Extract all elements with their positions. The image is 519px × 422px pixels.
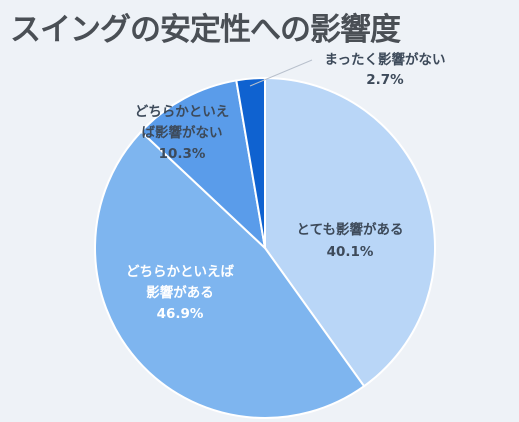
leader-line: [249, 59, 313, 87]
slice-value-label: 40.1%: [327, 244, 374, 260]
slice-category-label: 影響がある: [146, 284, 214, 301]
slice-category-label: どちらかといえ: [135, 104, 230, 120]
chart-title: スイングの安定性への影響度: [10, 12, 401, 48]
slice-category-label: ば影響がない: [142, 124, 223, 141]
slice-value-label: 2.7%: [366, 72, 404, 88]
slice-value-label: 10.3%: [159, 146, 206, 162]
slice-not-at-all: [235, 76, 266, 249]
slice-category-label: まったく影響がない: [325, 51, 446, 68]
slice-category-label: とても影響がある: [297, 221, 404, 238]
slice-category-label: どちらかといえば: [126, 264, 234, 280]
slice-very-much: [264, 76, 437, 388]
slice-somewhat: [94, 130, 366, 419]
slice-value-label: 46.9%: [157, 306, 204, 322]
slice-not-much: [139, 79, 267, 251]
